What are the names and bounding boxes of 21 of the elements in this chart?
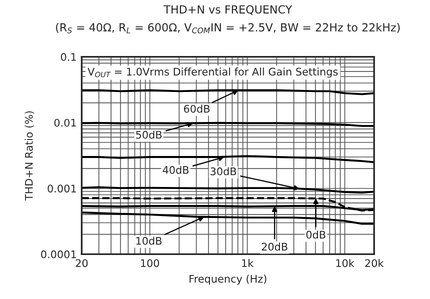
x-tick-label: 1k xyxy=(242,259,254,267)
annotation: 50dB xyxy=(136,130,162,139)
annotation: 10dB xyxy=(136,236,162,245)
x-tick-label: 20 xyxy=(76,259,88,268)
annotation: 40dB xyxy=(162,166,189,174)
y-axis-title: THD+N Ratio (%) xyxy=(24,111,34,201)
x-tick-label: 10k xyxy=(336,259,354,268)
annotation: 60dB xyxy=(184,104,210,113)
y-tick-label: 0.1 xyxy=(60,53,76,61)
y-tick-label: 0.0001 xyxy=(41,250,76,258)
annotation: 30dB xyxy=(210,167,236,176)
chart-title: THD+N vs FREQUENCY xyxy=(164,5,292,15)
y-tick-label: 0.01 xyxy=(54,118,76,127)
x-tick-label: 100 xyxy=(141,259,160,268)
annotation: 20dB xyxy=(262,242,288,251)
annotation: V$_{OUT}$ = 1.0Vrms Differential for All Gain Settings xyxy=(88,68,338,78)
chart-subtitle: (R$_{S}$ = 40Ω, R$_{L}$ = 600Ω, V$_{COM}$IN = +2.5V, BW = 22Hz to 22kHz) xyxy=(56,22,400,34)
x-tick-label: 20k xyxy=(365,259,384,268)
annotation: 0dB xyxy=(306,230,326,239)
x-axis-title: Frequency (Hz) xyxy=(190,274,266,285)
y-tick-label: 0.001 xyxy=(48,184,76,192)
